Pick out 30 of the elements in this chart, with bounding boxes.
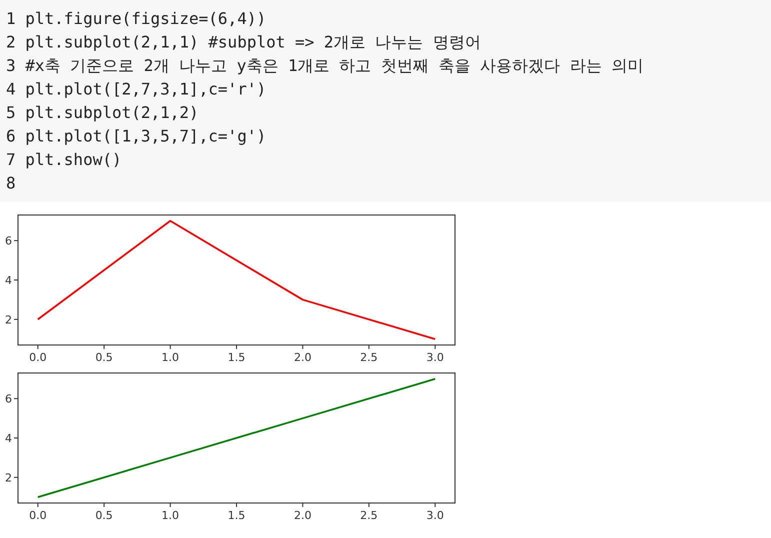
- y-tick-label: 2: [5, 471, 12, 484]
- text: 5 plt.subplot(2,1,2): [6, 103, 199, 122]
- x-tick-label: 2.5: [360, 351, 378, 364]
- text: 1 plt.figure(figsize=(6,4)): [6, 9, 266, 28]
- x-tick-label: 2.0: [294, 509, 312, 522]
- x-tick-label: 2.5: [360, 509, 378, 522]
- x-tick-label: 0.0: [29, 351, 47, 364]
- x-tick-label: 1.0: [162, 351, 180, 364]
- x-tick-label: 0.5: [95, 351, 113, 364]
- line-series: [36, 220, 436, 340]
- text: 7 plt.show(): [6, 150, 122, 169]
- x-tick-label: 2.0: [294, 351, 312, 364]
- x-tick-label: 0.5: [95, 509, 113, 522]
- x-tick-label: 3.0: [426, 509, 444, 522]
- text: 4 plt.plot([2,7,3,1],c='r'): [6, 80, 266, 98]
- text: 8: [6, 174, 16, 192]
- x-tick-label: 1.0: [162, 509, 180, 522]
- x-tick-label: 0.0: [29, 509, 47, 522]
- text: 3 #x축 기준으로 2개 나누고 y축은 1개로 하고 첫번째 축을 사용하겠다 라는 의미: [6, 56, 644, 75]
- y-tick-label: 4: [5, 274, 12, 287]
- y-tick-label: 2: [5, 313, 12, 326]
- y-tick-label: 6: [5, 392, 12, 406]
- y-tick-label: 6: [5, 234, 12, 248]
- y-tick-label: 4: [5, 432, 12, 445]
- x-tick-label: 3.0: [426, 351, 444, 364]
- text: 6 plt.plot([1,3,5,7],c='g'): [6, 126, 266, 146]
- text: 2 plt.subplot(2,1,1) #subplot => 2개로 나누는 명령어: [6, 32, 481, 52]
- x-tick-label: 1.5: [228, 509, 246, 522]
- line-series: [36, 378, 436, 498]
- x-tick-label: 1.5: [228, 351, 246, 364]
